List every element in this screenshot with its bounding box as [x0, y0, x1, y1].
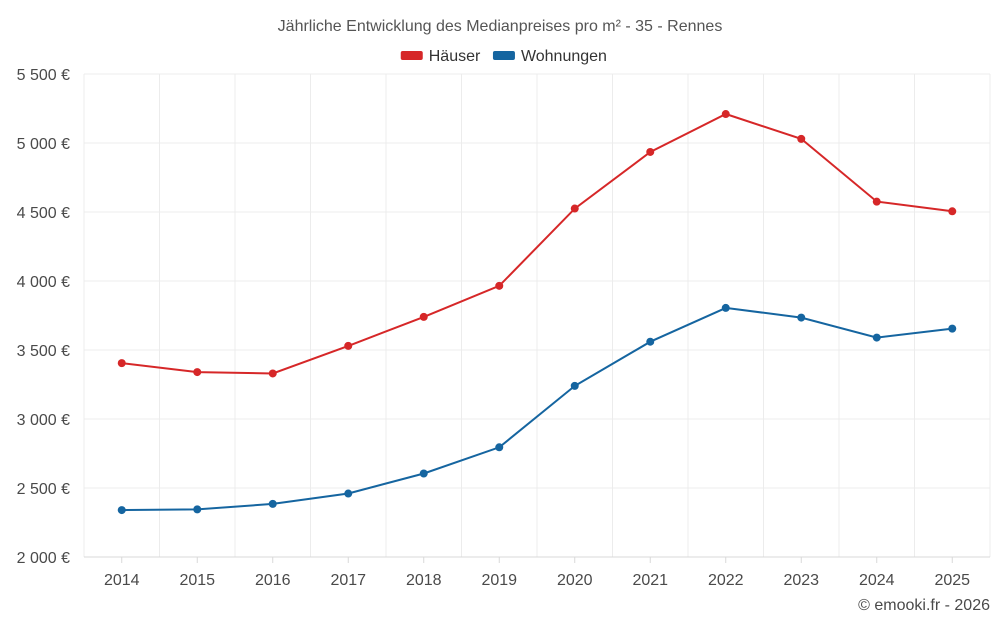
data-point[interactable]	[419, 469, 428, 478]
y-tick-label: 4 000 €	[17, 274, 70, 291]
legend-item[interactable]: Häuser	[400, 48, 481, 65]
y-tick-label: 5 500 €	[17, 67, 70, 84]
data-point[interactable]	[797, 134, 806, 143]
data-point[interactable]	[344, 341, 353, 350]
x-tick-label: 2018	[406, 572, 442, 589]
x-tick-label: 2024	[859, 572, 895, 589]
y-tick-label: 2 500 €	[17, 481, 70, 498]
data-point[interactable]	[721, 110, 730, 119]
data-point[interactable]	[268, 499, 277, 508]
x-tick-label: 2014	[104, 572, 140, 589]
data-point[interactable]	[948, 324, 957, 333]
x-tick-label: 2016	[255, 572, 291, 589]
series-0	[117, 110, 957, 378]
legend-label: Wohnungen	[521, 48, 607, 65]
y-tick-label: 4 500 €	[17, 205, 70, 222]
data-point[interactable]	[646, 147, 655, 156]
x-tick-label: 2015	[179, 572, 215, 589]
data-point[interactable]	[721, 303, 730, 312]
x-axis: 2014 2015 2016 2017 2018 2019 2020 2021 2022 2023…	[84, 556, 990, 589]
y-axis: 2 000 € 2 500 € 3 000 € 3 500 € 4 000 € 4 500…	[17, 67, 70, 567]
data-point[interactable]	[193, 368, 202, 377]
legend-swatch	[492, 51, 515, 60]
x-tick-label: 2025	[934, 572, 970, 589]
x-tick-label: 2021	[632, 572, 668, 589]
chart-title: Jährliche Entwicklung des Medianpreises …	[278, 18, 723, 35]
y-tick-label: 2 000 €	[17, 550, 70, 567]
data-point[interactable]	[117, 506, 126, 515]
data-point[interactable]	[419, 312, 428, 321]
data-point[interactable]	[344, 489, 353, 498]
data-point[interactable]	[948, 207, 957, 216]
x-tick-label: 2019	[481, 572, 517, 589]
legend-swatch	[400, 51, 423, 60]
data-point[interactable]	[872, 333, 881, 342]
data-point[interactable]	[117, 359, 126, 368]
data-point[interactable]	[495, 281, 504, 290]
y-tick-label: 3 000 €	[17, 412, 70, 429]
data-point[interactable]	[646, 337, 655, 346]
x-tick-label: 2023	[783, 572, 819, 589]
series-line	[121, 306, 953, 512]
data-point[interactable]	[193, 505, 202, 514]
y-tick-label: 3 500 €	[17, 343, 70, 360]
series-1	[117, 303, 957, 515]
data-point[interactable]	[797, 313, 806, 322]
data-point[interactable]	[495, 443, 504, 452]
x-tick-label: 2022	[708, 572, 744, 589]
series-line	[121, 112, 953, 375]
legend-item[interactable]: Wohnungen	[492, 48, 607, 65]
x-tick-label: 2017	[330, 572, 366, 589]
legend-label: Häuser	[429, 48, 481, 65]
grid	[83, 73, 991, 557]
data-point[interactable]	[268, 369, 277, 378]
series	[117, 110, 957, 515]
data-point[interactable]	[570, 204, 579, 213]
credit-text: © emooki.fr - 2026	[858, 597, 990, 614]
y-tick-label: 5 000 €	[17, 136, 70, 153]
data-point[interactable]	[570, 381, 579, 390]
legend[interactable]: Häuser Wohnungen	[400, 48, 607, 65]
data-point[interactable]	[872, 197, 881, 206]
x-tick-label: 2020	[557, 572, 593, 589]
